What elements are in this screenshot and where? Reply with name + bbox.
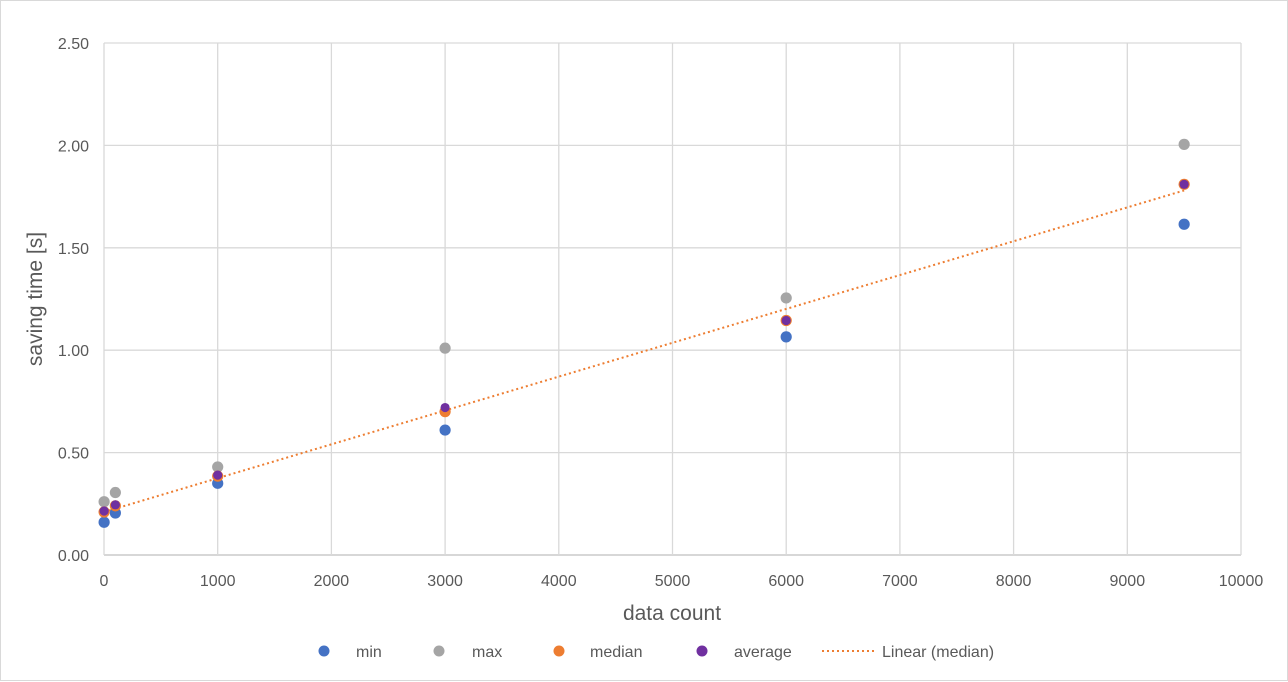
- legend-label: median: [590, 644, 642, 661]
- x-tick-label: 4000: [541, 573, 577, 590]
- y-tick-label: 2.00: [58, 138, 89, 155]
- x-tick-label: 3000: [427, 573, 463, 590]
- max-point: [98, 496, 110, 508]
- max-point: [439, 342, 451, 354]
- legend-label: min: [356, 644, 382, 661]
- x-tick-label: 5000: [655, 573, 691, 590]
- y-axis-title: saving time [s]: [24, 232, 47, 366]
- x-tick-label: 1000: [200, 573, 236, 590]
- max-point: [212, 461, 224, 473]
- legend: min max median average Linear (median): [318, 644, 994, 661]
- x-tick-label: 8000: [996, 573, 1032, 590]
- average-point: [213, 470, 223, 480]
- y-tick-label: 2.50: [58, 36, 89, 53]
- average-point: [440, 402, 450, 413]
- average-point: [110, 500, 120, 510]
- min-point: [439, 424, 451, 436]
- legend-marker: [553, 645, 565, 657]
- max-point: [1178, 138, 1190, 150]
- x-tick-label: 10000: [1219, 573, 1264, 590]
- x-tick-label: 7000: [882, 573, 918, 590]
- min-point: [98, 516, 110, 528]
- x-tick-label: 0: [100, 573, 109, 590]
- x-tick-label: 6000: [768, 573, 804, 590]
- y-tick-label: 1.00: [58, 343, 89, 360]
- x-tick-label: 9000: [1110, 573, 1146, 590]
- min-point: [1178, 218, 1190, 230]
- max-point: [780, 292, 792, 304]
- y-tick-label: 0.50: [58, 446, 89, 463]
- legend-label: max: [472, 644, 502, 661]
- max-point: [109, 486, 121, 499]
- gridlines: [103, 42, 1242, 556]
- min-point: [780, 331, 792, 343]
- legend-marker: [696, 645, 708, 657]
- average-point: [99, 506, 109, 516]
- x-tick-label: 2000: [314, 573, 350, 590]
- y-tick-label: 0.00: [58, 548, 89, 565]
- x-axis-title: data count: [623, 602, 721, 625]
- average-point: [1179, 179, 1189, 189]
- trendline-linear-median: [103, 189, 1185, 513]
- x-tick-labels: 0 1000 2000 3000 4000 5000 6000 7000 8000 9000 100…: [100, 573, 1264, 590]
- average-point: [781, 315, 791, 326]
- legend-marker: [318, 645, 330, 657]
- legend-label: average: [734, 644, 792, 661]
- legend-marker: [433, 645, 445, 657]
- data-points: [98, 138, 1190, 528]
- y-tick-label: 1.50: [58, 241, 89, 258]
- legend-label: Linear (median): [882, 644, 994, 661]
- trendline-layer: [103, 189, 1185, 513]
- y-tick-labels: 0.00 0.50 1.00 1.50 2.00 2.50: [58, 36, 89, 565]
